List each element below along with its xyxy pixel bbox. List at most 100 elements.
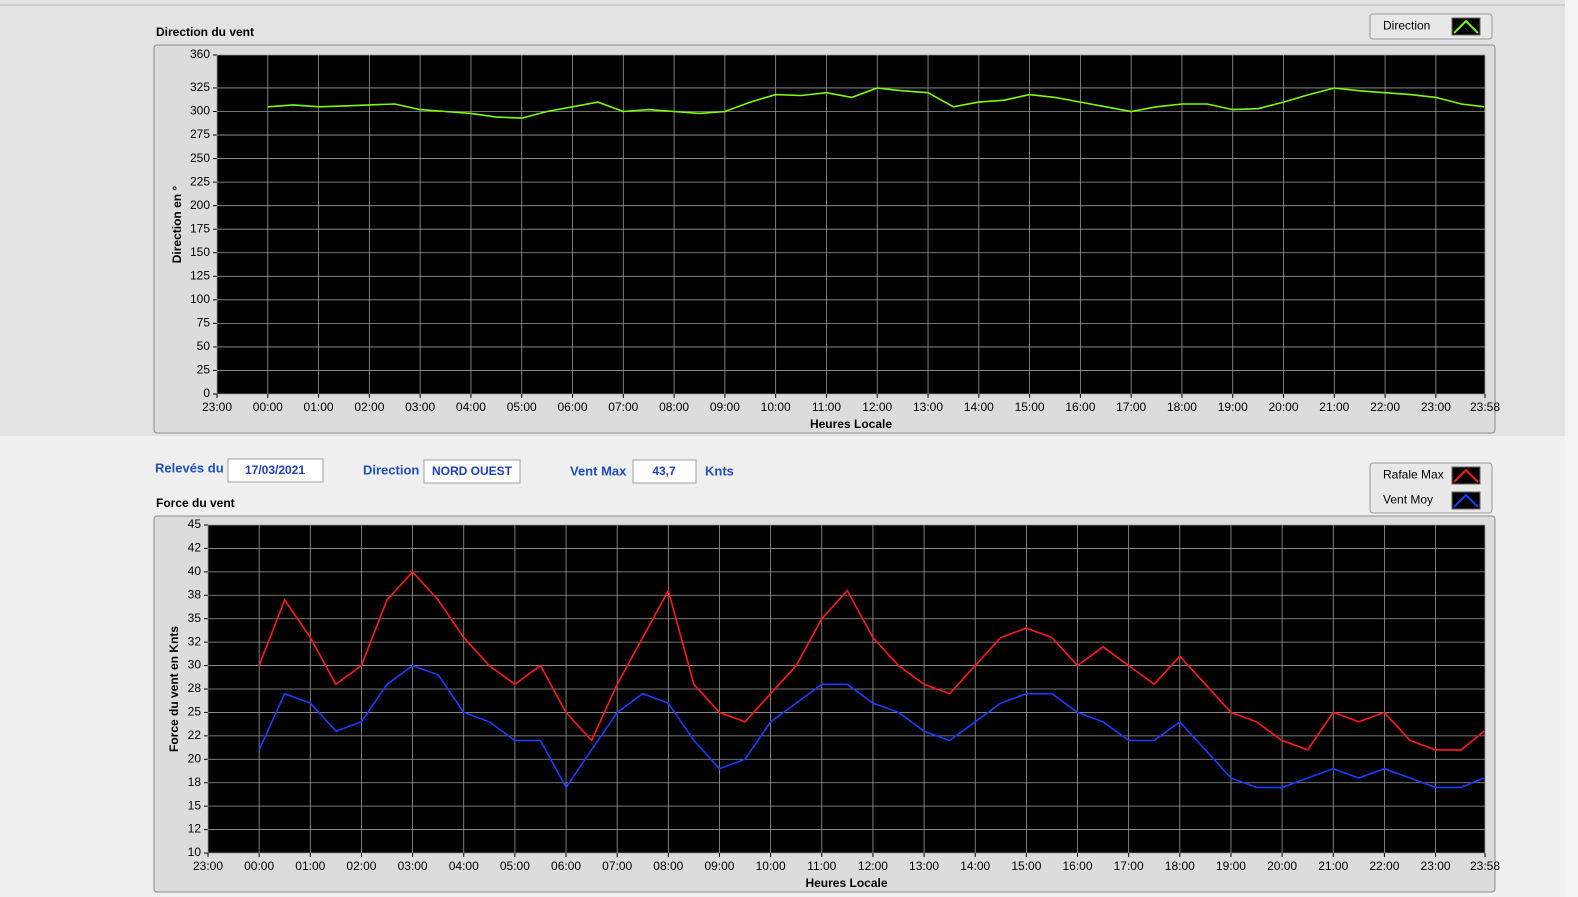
x-tick-label: 15:00 [1015,400,1045,414]
y-tick-label: 250 [190,151,210,165]
field-box [632,459,697,484]
x-tick-label: 23:00 [1421,400,1451,414]
field-label: Direction [363,462,419,477]
field-value: NORD OUEST [432,464,513,478]
x-tick-label: 19:00 [1218,400,1248,414]
x-tick-label: 23:58 [1470,859,1500,873]
y-tick-label: 225 [190,174,210,188]
series-line [258,664,1485,789]
x-tick-label: 05:00 [507,400,537,414]
legend-label: Vent Moy [1383,493,1433,507]
field-label: Relevés du [155,460,224,475]
x-tick-label: 05:00 [500,859,530,873]
x-tick-label: 23:00 [202,400,232,414]
y-tick-label: 15 [188,798,202,812]
plot-area [217,55,1485,394]
x-tick-label: 10:00 [761,400,791,414]
y-tick-label: 50 [197,339,211,353]
y-tick-label: 150 [190,245,210,259]
x-tick-label: 12:00 [858,859,888,873]
x-tick-label: 02:00 [346,859,376,873]
y-tick-label: 125 [190,268,210,282]
y-tick-label: 200 [190,198,210,212]
y-tick-label: 40 [188,564,202,578]
y-tick-label: 360 [190,47,210,61]
legend-line [1453,493,1479,508]
x-tick-label: 18:00 [1165,859,1195,873]
y-tick-label: 12 [188,822,202,836]
x-tick-label: 23:00 [1421,859,1451,873]
field-value: 17/03/2021 [245,463,305,477]
chart-title: Direction du vent [156,25,254,39]
y-tick-label: 42 [188,541,202,555]
x-tick-label: 13:00 [909,859,939,873]
x-tick-label: 21:00 [1318,859,1348,873]
x-tick-label: 18:00 [1167,400,1197,414]
x-tick-label: 01:00 [304,400,334,414]
field-label: Vent Max [570,463,627,478]
x-tick-label: 11:00 [807,859,836,873]
y-tick-label: 32 [188,634,202,648]
y-tick-label: 35 [188,611,202,625]
field-box [227,458,324,483]
x-tick-label: 19:00 [1216,859,1246,873]
y-axis-label: Force du vent en Knts [167,626,181,752]
x-tick-label: 04:00 [449,859,479,873]
x-tick-label: 13:00 [913,400,943,414]
x-axis-label: Heures Locale [805,876,887,890]
x-tick-label: 12:00 [862,400,892,414]
y-tick-label: 20 [188,751,202,765]
y-tick-label: 100 [190,292,210,306]
series-line [258,570,1485,751]
x-tick-label: 17:00 [1116,400,1146,414]
y-tick-label: 175 [190,221,210,235]
x-axis-label: Heures Locale [810,417,892,431]
legend-swatch [1451,466,1481,485]
scrollbar[interactable] [1565,0,1578,897]
x-tick-label: 21:00 [1319,400,1349,414]
y-tick-label: 38 [188,587,202,601]
x-tick-label: 16:00 [1065,400,1095,414]
x-tick-label: 01:00 [295,859,325,873]
field-box [423,459,521,484]
legend-line [1453,19,1479,34]
x-tick-label: 06:00 [557,400,587,414]
x-tick-label: 20:00 [1267,859,1297,873]
x-tick-label: 02:00 [354,400,384,414]
legend-swatch [1451,17,1481,36]
x-tick-label: 08:00 [659,400,689,414]
y-tick-label: 325 [190,80,210,94]
y-tick-label: 75 [197,316,211,330]
y-axis-label: Direction en ° [170,186,184,264]
x-tick-label: 23:00 [193,859,223,873]
x-tick-label: 17:00 [1114,859,1144,873]
x-tick-label: 03:00 [398,859,428,873]
x-tick-label: 00:00 [253,400,283,414]
y-tick-label: 10 [188,845,202,859]
x-tick-label: 14:00 [964,400,994,414]
x-tick-label: 16:00 [1062,859,1092,873]
x-tick-label: 15:00 [1011,859,1041,873]
y-tick-label: 28 [188,681,202,695]
x-tick-label: 23:58 [1470,400,1500,414]
x-tick-label: 03:00 [405,400,435,414]
y-tick-label: 0 [203,386,210,400]
series-line [267,87,1485,119]
x-tick-label: 22:00 [1370,400,1400,414]
field-value: 43,7 [652,464,676,478]
legend-line [1453,468,1479,483]
legend-label: Direction [1383,19,1430,33]
x-tick-label: 14:00 [960,859,990,873]
y-tick-label: 25 [197,363,211,377]
y-tick-label: 30 [188,658,202,672]
legend-label: Rafale Max [1383,468,1444,482]
x-tick-label: 09:00 [710,400,740,414]
field-unit: Knts [705,463,734,478]
chart-title: Force du vent [156,496,235,510]
y-tick-label: 18 [188,775,202,789]
y-tick-label: 25 [188,705,202,719]
x-tick-label: 22:00 [1369,859,1399,873]
x-tick-label: 11:00 [812,400,841,414]
